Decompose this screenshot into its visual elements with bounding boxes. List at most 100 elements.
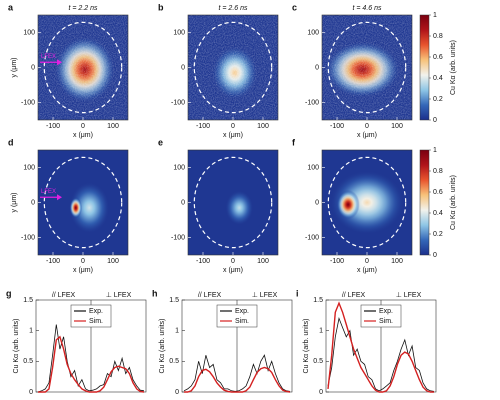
x-tick-label: 0 <box>365 258 369 265</box>
panel-letter: b <box>158 2 164 12</box>
x-tick-label: 100 <box>391 123 403 130</box>
intensity-blob <box>68 181 111 234</box>
x-tick-label: -100 <box>330 258 344 265</box>
panel-title: t = 2.2 ns <box>69 5 98 12</box>
boundary-circle <box>193 21 273 114</box>
x-tick-label: 0 <box>81 123 85 130</box>
panel-title: t = 4.6 ns <box>353 5 382 12</box>
boundary-circle <box>327 21 407 114</box>
heatmap <box>38 150 128 255</box>
colorbar-tick-label: 0.8 <box>433 33 443 40</box>
lfex-label: LFEX <box>41 189 56 195</box>
colorbar-tick-label: 1 <box>433 147 437 154</box>
y-tick-label: -100 <box>21 234 35 241</box>
y-axis-label: Cu Kα (arb. units) <box>13 318 20 373</box>
lfex-label: LFEX <box>41 54 56 60</box>
panel-letter: h <box>152 288 158 298</box>
x-tick-label: -100 <box>46 123 60 130</box>
y-tick-label: 0 <box>315 199 319 206</box>
colorbar-tick-label: 0.6 <box>433 189 443 196</box>
colorbar-tick-label: 0 <box>433 252 437 259</box>
y-tick-label: -100 <box>171 234 185 241</box>
panel-letter: g <box>6 288 12 298</box>
x-tick-label: 100 <box>107 258 119 265</box>
y-tick-label: 100 <box>173 29 185 36</box>
y-tick-label: 0 <box>31 64 35 71</box>
heatmap <box>38 15 128 120</box>
y-tick-label: 100 <box>307 164 319 171</box>
colorbar <box>419 149 430 256</box>
x-axis-label: x (μm) <box>357 132 377 139</box>
series-line <box>37 324 145 393</box>
y-tick-label: 100 <box>23 164 35 171</box>
y-axis-label: y (μm) <box>11 193 18 213</box>
panel-letter: e <box>158 137 163 147</box>
noise <box>38 15 128 120</box>
x-tick-label: -100 <box>46 258 60 265</box>
y-tick-label: 0 <box>319 389 323 396</box>
x-tick-label: -100 <box>196 123 210 130</box>
y-tick-label: 1 <box>319 328 323 335</box>
x-tick-label: 100 <box>257 258 269 265</box>
x-tick-label: 0 <box>81 258 85 265</box>
legend-label: Sim. <box>89 318 103 325</box>
y-axis-label: y (μm) <box>11 58 18 78</box>
noise <box>188 15 278 120</box>
heatmap <box>188 15 278 120</box>
y-tick-label: 1.5 <box>23 297 33 304</box>
heatmap <box>322 150 412 255</box>
y-tick-label: 100 <box>23 29 35 36</box>
legend-label: Exp. <box>235 308 249 315</box>
y-tick-label: 0 <box>181 64 185 71</box>
legend-label: Sim. <box>379 318 393 325</box>
colorbar-tick-label: 0.2 <box>433 231 443 238</box>
panel-letter: d <box>8 137 14 147</box>
x-axis-label: x (μm) <box>357 267 377 274</box>
x-tick-label: 0 <box>365 123 369 130</box>
y-tick-label: 0.5 <box>169 358 179 365</box>
panel-letter: f <box>292 137 296 147</box>
heatmap <box>322 15 412 120</box>
y-axis-label: Cu Kα (arb. units) <box>159 318 166 373</box>
boundary-circle <box>43 21 123 114</box>
y-tick-label: 0.5 <box>23 358 33 365</box>
colorbar-tick-label: 0.8 <box>433 168 443 175</box>
intensity-blob <box>224 189 254 226</box>
section-label: ⊥ LFEX <box>106 292 132 299</box>
legend-label: Exp. <box>379 308 393 315</box>
colorbar-tick-label: 0 <box>433 117 437 124</box>
series-line <box>327 316 435 392</box>
x-tick-label: -100 <box>196 258 210 265</box>
intensity-blob <box>336 189 360 220</box>
legend-label: Exp. <box>89 308 103 315</box>
panel-title: t = 2.6 ns <box>219 5 248 12</box>
panel-letter: c <box>292 2 297 12</box>
colorbar-tick-label: 0.4 <box>433 75 443 82</box>
colorbar-tick-label: 0.4 <box>433 210 443 217</box>
y-tick-label: -100 <box>305 234 319 241</box>
legend-label: Sim. <box>235 318 249 325</box>
lfex-arrow-head <box>57 194 62 201</box>
x-tick-label: -100 <box>330 123 344 130</box>
y-tick-label: 0 <box>181 199 185 206</box>
panel-letter: i <box>296 288 299 298</box>
y-tick-label: 100 <box>307 29 319 36</box>
noise <box>322 15 412 120</box>
section-label: // LFEX <box>198 292 222 299</box>
y-tick-label: 1.5 <box>313 297 323 304</box>
y-tick-label: 0 <box>31 199 35 206</box>
y-tick-label: 100 <box>173 164 185 171</box>
heatmap <box>188 150 278 255</box>
colorbar-tick-label: 0.6 <box>433 54 443 61</box>
y-tick-label: -100 <box>305 99 319 106</box>
y-tick-label: 1.5 <box>169 297 179 304</box>
y-tick-label: 1 <box>175 328 179 335</box>
boundary-circle <box>327 156 407 249</box>
colorbar-label: Cu Kα (arb. units) <box>450 175 457 230</box>
section-label: // LFEX <box>52 292 76 299</box>
y-tick-label: 0 <box>315 64 319 71</box>
x-tick-label: 100 <box>257 123 269 130</box>
x-tick-label: 0 <box>231 123 235 130</box>
x-tick-label: 100 <box>107 123 119 130</box>
